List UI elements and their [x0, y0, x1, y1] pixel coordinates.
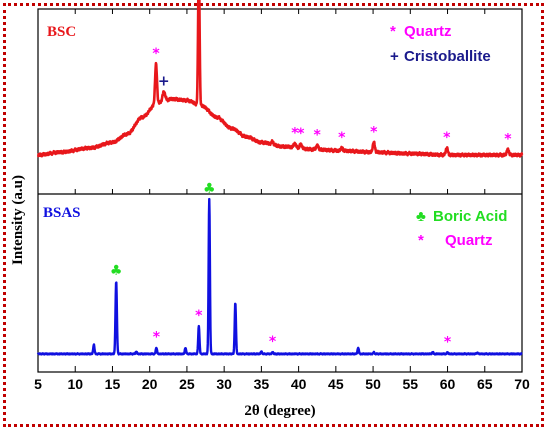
- x-tick-label-8: 45: [328, 376, 344, 392]
- series-line-bsas: [36, 197, 523, 356]
- legend-bsas-label-0: Boric Acid: [433, 208, 507, 225]
- peak-marker-bsas-3: *: [153, 330, 161, 346]
- panel-title-bsc: BSC: [47, 24, 76, 40]
- series-line-bsc: [36, 0, 524, 158]
- legend-bsas-symbol-1: *: [418, 232, 424, 249]
- legend-bsc-label-1: Cristoballite: [404, 48, 491, 65]
- peak-marker-bsas-9: *: [269, 334, 277, 350]
- legend-bsc-symbol-1: +: [390, 48, 399, 65]
- x-tick-label-5: 30: [216, 376, 232, 392]
- x-tick-label-10: 55: [403, 376, 419, 392]
- peak-marker-bsc-5: *: [297, 126, 305, 142]
- figure-border: [3, 3, 544, 427]
- x-tick-label-2: 15: [105, 376, 121, 392]
- peak-marker-bsas-5: *: [195, 308, 203, 324]
- panel-title-bsas: BSAS: [43, 205, 81, 221]
- peak-marker-bsc-4: *: [291, 125, 299, 141]
- legend-bsc-symbol-0: *: [390, 23, 396, 40]
- legend-bsc-label-0: Quartz: [404, 23, 452, 40]
- peak-marker-bsas-1: ♣: [110, 263, 123, 279]
- y-axis-title: Intensity (a.u): [10, 175, 26, 265]
- peak-marker-bsc-7: *: [338, 130, 346, 146]
- x-tick-label-0: 5: [34, 376, 42, 392]
- peak-marker-bsc-6: *: [314, 127, 322, 143]
- peak-marker-bsc-10: *: [504, 131, 512, 147]
- peak-marker-bsas-6: ♣: [203, 181, 216, 197]
- x-tick-label-4: 25: [179, 376, 195, 392]
- peak-marker-bsas-13: *: [444, 334, 452, 350]
- x-tick-label-3: 20: [142, 376, 158, 392]
- x-tick-label-6: 35: [254, 376, 270, 392]
- x-tick-label-13: 70: [514, 376, 530, 392]
- x-tick-label-7: 40: [291, 376, 307, 392]
- peak-marker-bsc-8: *: [370, 124, 378, 140]
- legend-bsas-label-1: Quartz: [445, 232, 493, 249]
- peak-marker-bsc-9: *: [443, 130, 451, 146]
- peak-marker-bsc-0: *: [152, 46, 160, 62]
- x-axis-title: 2θ (degree): [244, 403, 315, 419]
- x-tick-label-9: 50: [365, 376, 381, 392]
- x-tick-label-1: 10: [67, 376, 83, 392]
- legend-bsas-symbol-0: ♣: [416, 208, 426, 225]
- x-tick-label-11: 60: [440, 376, 456, 392]
- peak-marker-bsc-1: +: [158, 74, 170, 90]
- x-tick-label-12: 65: [477, 376, 493, 392]
